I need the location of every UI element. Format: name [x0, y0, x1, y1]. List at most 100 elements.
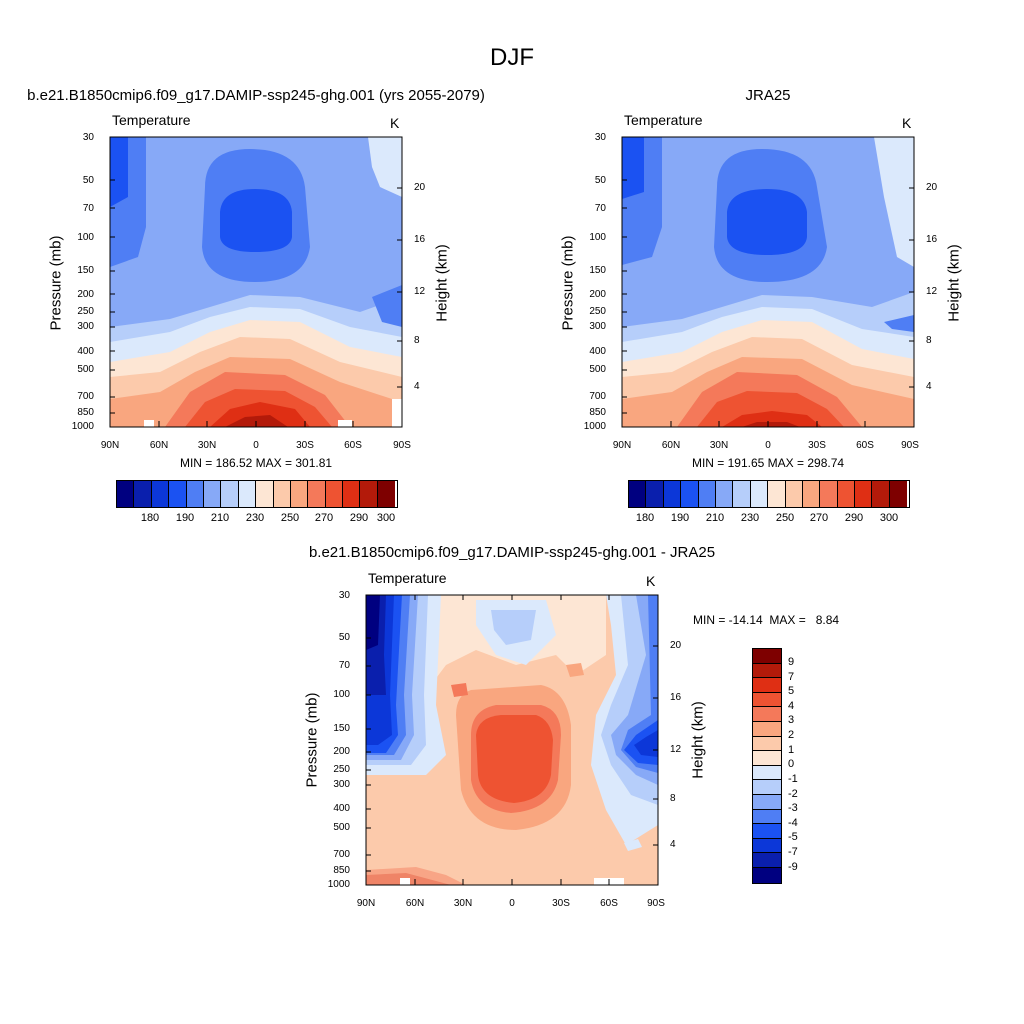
obs-minmax: MIN = 191.65 MAX = 298.74	[691, 456, 845, 470]
model-ptick-150: 150	[77, 265, 94, 276]
model-colorbar-swatch	[169, 481, 187, 507]
model-ptick-500: 500	[77, 364, 94, 375]
diff-htick-4: 4	[670, 839, 676, 850]
obs-colorbar-swatch	[768, 481, 786, 507]
obs-cb-label-250: 250	[775, 512, 795, 524]
diff-band-5	[476, 715, 553, 803]
model-panel-title: b.e21.B1850cmip6.f09_g17.DAMIP-ssp245-gh…	[27, 87, 485, 104]
model-ylabel: Pressure (mb)	[47, 235, 65, 331]
model-cb-label-230: 230	[245, 512, 265, 524]
diff-ptick-200: 200	[333, 746, 350, 757]
model-ptick-1000: 1000	[71, 421, 94, 432]
diff-ptick-70: 70	[338, 660, 350, 671]
obs-colorbar-swatch	[629, 481, 647, 507]
diff-lattick-60N: 60N	[405, 898, 425, 909]
diff-colorbar-swatch	[753, 838, 781, 854]
model-colorbar-swatch	[377, 481, 396, 507]
obs-cb-label-190: 190	[670, 512, 690, 524]
diff-bottom-ticks	[365, 879, 659, 885]
diff-lattick-90S: 90S	[647, 898, 665, 909]
diff-lattick-30S: 30S	[552, 898, 570, 909]
model-band-240	[368, 137, 402, 197]
diff-ylabel: Pressure (mb)	[303, 692, 321, 788]
obs-colorbar-swatch	[872, 481, 890, 507]
diff-colorbar	[752, 648, 782, 884]
obs-colorbar-swatch	[750, 481, 769, 507]
diff-cb-label-m3: -3	[788, 802, 798, 814]
model-colorbar-swatch	[325, 481, 344, 507]
diff-colorbar-swatch	[753, 780, 781, 795]
diff-colorbar-swatch	[753, 853, 781, 868]
obs-ptick-250: 250	[589, 306, 606, 317]
model-colorbar-swatch	[117, 481, 135, 507]
diff-top-ticks	[414, 595, 610, 600]
model-lattick-90S: 90S	[393, 440, 411, 451]
model-ptick-400: 400	[77, 346, 94, 357]
obs-right-ticks	[909, 187, 914, 388]
diff-colorbar-swatch	[753, 649, 781, 664]
model-right-ticks	[397, 187, 402, 388]
obs-lattick-30S: 30S	[808, 440, 826, 451]
model-subtitle: Temperature	[112, 112, 191, 128]
diff-cb-label-4: 4	[788, 700, 795, 712]
obs-colorbar-swatch	[837, 481, 856, 507]
model-cb-label-300: 300	[376, 512, 396, 524]
obs-band-300	[742, 422, 800, 427]
diff-ptick-30: 30	[338, 590, 350, 601]
diff-ptick-1000: 1000	[327, 879, 350, 890]
diff-colorbar-swatch	[753, 678, 781, 693]
obs-htick-12: 12	[926, 286, 938, 297]
model-masked-area-2	[144, 420, 154, 427]
model-colorbar-swatch	[273, 481, 291, 507]
diff-cb-label-m7: -7	[788, 846, 798, 858]
model-lattick-60S: 60S	[344, 440, 362, 451]
diff-ptick-100: 100	[333, 689, 350, 700]
obs-cb-label-210: 210	[705, 512, 725, 524]
obs-colorbar-swatch	[889, 481, 908, 507]
obs-ptick-200: 200	[589, 289, 606, 300]
model-cb-label-250: 250	[280, 512, 300, 524]
obs-band-200c	[884, 315, 914, 332]
obs-panel-title: JRA25	[745, 87, 791, 104]
model-htick-8: 8	[414, 335, 420, 346]
obs-colorbar-swatch	[802, 481, 821, 507]
obs-htick-8: 8	[926, 335, 932, 346]
diff-colorbar-swatch	[753, 736, 781, 752]
obs-lattick-30N: 30N	[709, 440, 729, 451]
obs-bottom-ticks	[621, 421, 915, 427]
diff-cb-label-7: 7	[788, 671, 795, 683]
model-lattick-0: 0	[253, 440, 259, 451]
model-band-200c	[372, 285, 402, 327]
diff-htick-8: 8	[670, 793, 676, 804]
obs-ylabel: Pressure (mb)	[559, 235, 577, 331]
model-ptick-30: 30	[82, 132, 94, 143]
obs-htick-20: 20	[926, 182, 938, 193]
model-lattick-60N: 60N	[149, 440, 169, 451]
obs-ptick-30: 30	[594, 132, 606, 143]
diff-cb-label-1: 1	[788, 744, 795, 756]
diff-ptick-500: 500	[333, 822, 350, 833]
diff-cb-label-m5: -5	[788, 831, 798, 843]
model-cb-label-290: 290	[349, 512, 369, 524]
model-cb-label-210: 210	[210, 512, 230, 524]
diff-lattick-60S: 60S	[600, 898, 618, 909]
diff-band-m2b	[491, 610, 536, 645]
diff-minmax: MIN = -14.14 MAX = 8.84	[693, 613, 840, 627]
obs-colorbar-swatch	[785, 481, 803, 507]
obs-cb-label-180: 180	[635, 512, 655, 524]
obs-colorbar-swatch	[681, 481, 699, 507]
diff-htick-20: 20	[670, 640, 682, 651]
obs-colorbar-swatch	[820, 481, 838, 507]
model-colorbar-swatch	[151, 481, 170, 507]
diff-band-2b	[366, 840, 658, 885]
model-ptick-300: 300	[77, 321, 94, 332]
model-htick-16: 16	[414, 234, 426, 245]
obs-band-190	[622, 137, 644, 199]
diff-colorbar-swatch	[753, 765, 781, 781]
obs-colorbar-swatch	[663, 481, 682, 507]
diff-panel-title: b.e21.B1850cmip6.f09_g17.DAMIP-ssp245-gh…	[308, 544, 716, 561]
model-ptick-50: 50	[82, 175, 94, 186]
obs-ptick-850: 850	[589, 407, 606, 418]
model-colorbar-swatch	[256, 481, 274, 507]
model-band-190	[110, 137, 128, 207]
